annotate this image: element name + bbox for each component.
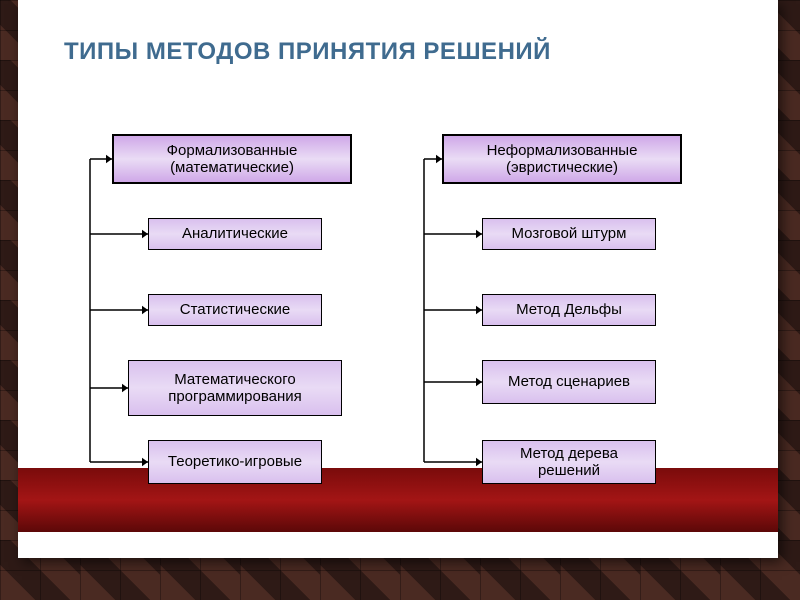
formal-parent-node: Формализованные (математические)	[112, 134, 352, 184]
delphi-node: Метод Дельфы	[482, 294, 656, 326]
slide-card: ТИПЫ МЕТОДОВ ПРИНЯТИЯ РЕШЕНИЙ Формализов…	[18, 0, 778, 558]
statistical-node: Статистические	[148, 294, 322, 326]
decision-tree-node: Метод дерева решений	[482, 440, 656, 484]
analytic-node: Аналитические	[148, 218, 322, 250]
scenarios-node: Метод сценариев	[482, 360, 656, 404]
informal-parent-node: Неформализованные (эвристические)	[442, 134, 682, 184]
page-title: ТИПЫ МЕТОДОВ ПРИНЯТИЯ РЕШЕНИЙ	[64, 38, 551, 66]
brainstorm-node: Мозговой штурм	[482, 218, 656, 250]
math-prog-node: Математического программирования	[128, 360, 342, 416]
game-theory-node: Теоретико-игровые	[148, 440, 322, 484]
red-accent-strip	[18, 468, 778, 532]
